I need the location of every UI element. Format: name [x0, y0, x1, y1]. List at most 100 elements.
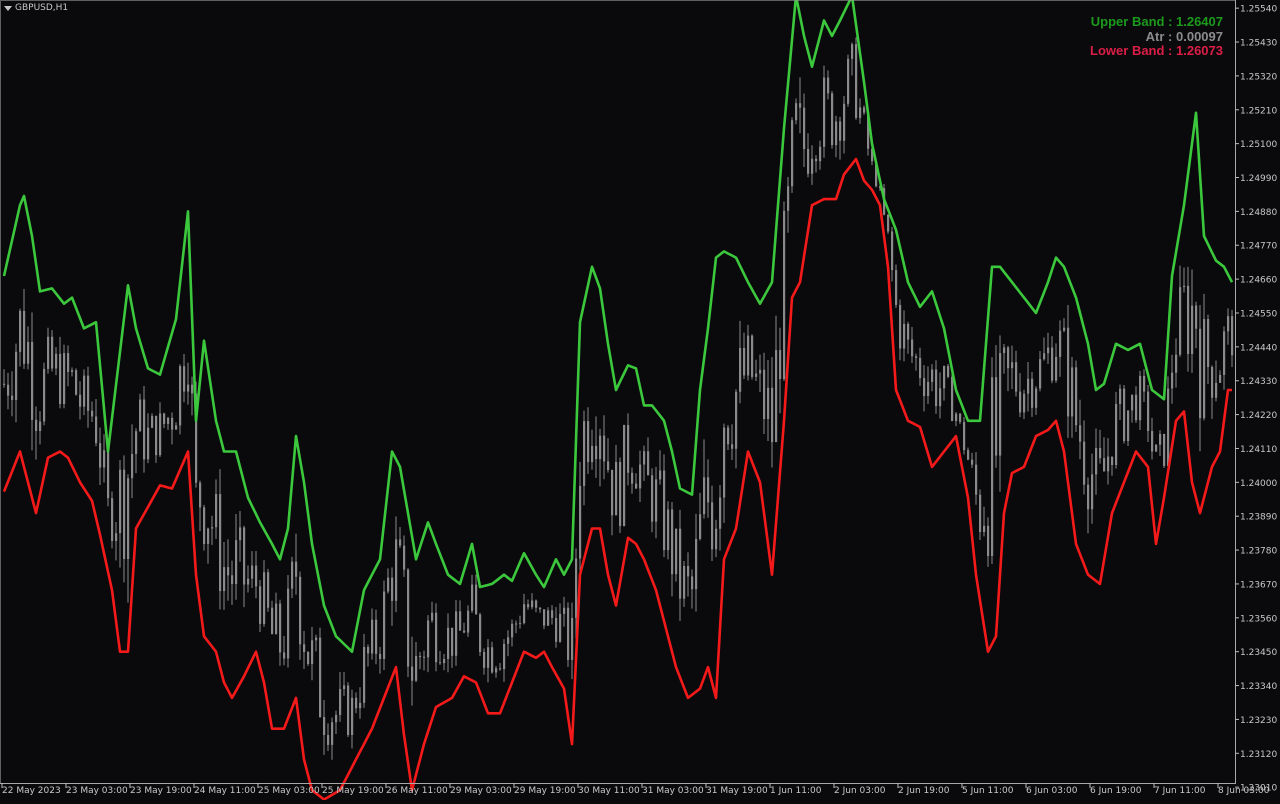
candle-body: [343, 685, 346, 690]
candle-body: [815, 158, 818, 162]
candle: [1059, 320, 1062, 377]
candle: [519, 615, 522, 629]
candle-body: [151, 415, 154, 428]
candle: [747, 324, 750, 381]
candle-body: [715, 528, 718, 550]
candle-body: [579, 485, 582, 559]
candle: [559, 603, 562, 643]
y-tick-label: 1.25210: [1240, 106, 1277, 116]
candle: [895, 264, 898, 308]
y-tick-label: 1.23780: [1240, 547, 1277, 557]
candle-body: [167, 417, 170, 424]
candle-body: [199, 482, 202, 508]
candle: [47, 327, 50, 374]
candle-body: [1111, 456, 1114, 465]
candle: [723, 423, 726, 523]
candle-body: [983, 525, 986, 533]
candle-body: [135, 431, 138, 455]
candle: [675, 528, 678, 582]
candle: [775, 315, 778, 443]
candle-body: [1087, 484, 1090, 510]
candle-body: [595, 445, 598, 460]
x-tick-label: 25 May 03:00: [258, 786, 320, 796]
candle-body: [175, 425, 178, 430]
candle: [1175, 338, 1178, 388]
candle: [575, 548, 578, 639]
candle: [119, 460, 122, 568]
candle-body: [51, 336, 54, 369]
candle: [1087, 477, 1090, 534]
candle: [1003, 344, 1006, 374]
candle-body: [63, 353, 66, 405]
candle-body: [79, 394, 82, 407]
candle-body: [819, 146, 822, 162]
candle: [211, 515, 214, 545]
candle: [59, 336, 62, 409]
candle-body: [955, 413, 958, 422]
y-tick-label: 1.24330: [1240, 377, 1277, 387]
candle: [355, 692, 358, 714]
candle-body: [75, 370, 78, 395]
candle-body: [271, 607, 274, 634]
candle-body: [403, 545, 406, 570]
candle: [1063, 318, 1066, 333]
candle-body: [1143, 375, 1146, 392]
candle: [267, 568, 270, 612]
candle: [1047, 332, 1050, 364]
candle-body: [851, 44, 854, 59]
candle-body: [1055, 356, 1058, 381]
candle: [607, 438, 610, 473]
candle: [239, 510, 242, 562]
dropdown-triangle-icon[interactable]: [4, 5, 12, 11]
candle: [1151, 417, 1154, 460]
y-tick-label: 1.24660: [1240, 276, 1277, 286]
candle-body: [931, 369, 934, 382]
candle-body: [723, 427, 726, 498]
candle: [899, 299, 902, 361]
candle: [475, 574, 478, 615]
candle-body: [331, 722, 334, 745]
candle: [1055, 343, 1058, 383]
candle-body: [35, 419, 38, 431]
candle: [1231, 309, 1234, 367]
candle: [399, 527, 402, 549]
candle-body: [95, 416, 98, 444]
candle: [31, 312, 34, 451]
candle: [455, 600, 458, 666]
candle-body: [911, 339, 914, 357]
candle: [939, 372, 942, 419]
candle-body: [315, 637, 318, 641]
candle-body: [731, 444, 734, 449]
candle-body: [203, 507, 206, 544]
candle-body: [159, 413, 162, 456]
candle-body: [647, 451, 650, 476]
candle: [755, 359, 758, 382]
candle-body: [223, 567, 226, 592]
candle: [299, 571, 302, 660]
candle-body: [1199, 328, 1202, 419]
candle-body: [1027, 378, 1030, 394]
candle-body: [295, 561, 298, 577]
candle-body: [895, 270, 898, 305]
symbol-title[interactable]: GBPUSD,H1: [4, 3, 68, 13]
candle-body: [623, 425, 626, 526]
candle: [771, 357, 774, 468]
candle-body: [183, 366, 186, 392]
candle: [1071, 356, 1074, 438]
candle: [95, 399, 98, 447]
candle: [255, 550, 258, 599]
candle: [431, 601, 434, 623]
candle-body: [411, 666, 414, 681]
candle: [719, 485, 722, 551]
x-tick-label: 24 May 11:00: [194, 786, 256, 796]
candle: [551, 605, 554, 625]
candle: [1107, 438, 1110, 485]
y-tick-label: 1.23230: [1240, 716, 1277, 726]
candle-body: [671, 509, 674, 575]
candle-body: [59, 353, 62, 405]
candle-body: [619, 461, 622, 526]
candle-body: [55, 353, 58, 369]
candle-body: [479, 614, 482, 652]
